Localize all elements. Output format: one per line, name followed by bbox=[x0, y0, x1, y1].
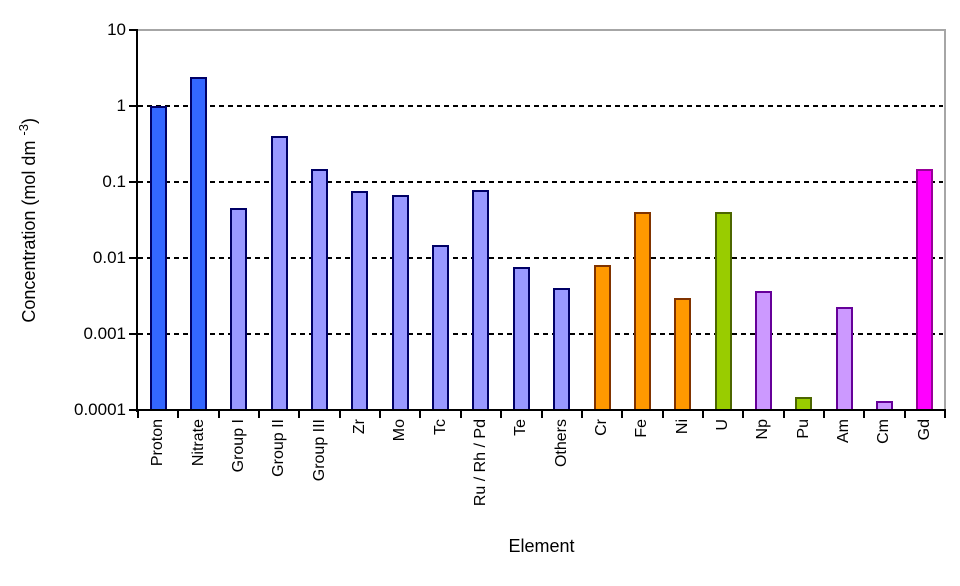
x-axis-title: Element bbox=[508, 536, 575, 556]
x-tick-7 bbox=[419, 411, 422, 418]
bar-mo bbox=[391, 194, 409, 411]
y-tick-10 bbox=[129, 29, 137, 31]
x-tick-2 bbox=[217, 411, 220, 418]
x-tick-15 bbox=[742, 411, 745, 418]
x-tick-18 bbox=[863, 411, 866, 418]
y-tick-label-0.1: 0.1 bbox=[102, 172, 126, 191]
x-tick-17 bbox=[822, 411, 825, 418]
x-category-label-cm: Cm bbox=[875, 419, 893, 444]
x-category-label-ru-rh-pd: Ru / Rh / Pd bbox=[471, 419, 489, 507]
x-tick-13 bbox=[661, 411, 664, 418]
y-tick-0.0001 bbox=[129, 409, 137, 411]
x-category-label-nitrate: Nitrate bbox=[189, 419, 207, 467]
x-category-label-group-iii: Group III bbox=[310, 419, 328, 482]
x-category-label-u: U bbox=[714, 419, 732, 431]
x-tick-14 bbox=[701, 411, 704, 418]
bar-group-ii bbox=[270, 136, 288, 411]
x-tick-4 bbox=[298, 411, 301, 418]
bar-group-iii bbox=[311, 168, 329, 411]
x-category-label-others: Others bbox=[552, 419, 570, 468]
x-tick-6 bbox=[379, 411, 382, 418]
plot-area-right-border bbox=[944, 29, 946, 411]
gridline-0.01 bbox=[138, 257, 943, 259]
y-tick-1 bbox=[129, 105, 137, 107]
x-category-label-group-ii: Group II bbox=[270, 419, 288, 477]
x-tick-16 bbox=[782, 411, 785, 418]
bar-am bbox=[835, 306, 853, 411]
bar-tc bbox=[432, 244, 450, 411]
bar-zr bbox=[351, 190, 369, 411]
x-tick-0 bbox=[137, 411, 139, 418]
x-tick-12 bbox=[621, 411, 624, 418]
x-category-label-zr: Zr bbox=[350, 419, 368, 435]
y-tick-0.01 bbox=[129, 257, 137, 259]
x-axis-line bbox=[136, 409, 946, 411]
y-tick-label-0.001: 0.001 bbox=[83, 324, 126, 343]
y-tick-label-10: 10 bbox=[107, 20, 126, 39]
x-tick-1 bbox=[177, 411, 180, 418]
x-tick-8 bbox=[459, 411, 462, 418]
x-category-label-tc: Tc bbox=[431, 419, 449, 435]
bar-u bbox=[714, 212, 732, 411]
x-category-label-cr: Cr bbox=[593, 419, 611, 436]
bar-fe bbox=[633, 212, 651, 411]
gridline-0.001 bbox=[138, 333, 943, 335]
x-tick-5 bbox=[338, 411, 341, 418]
bar-te bbox=[512, 267, 530, 411]
y-axis-title: Concentration (mol dm -3) bbox=[16, 118, 39, 323]
x-tick-11 bbox=[580, 411, 583, 418]
y-tick-label-0.0001: 0.0001 bbox=[74, 400, 126, 419]
x-category-label-proton: Proton bbox=[149, 419, 167, 467]
plot-area-top-border bbox=[136, 29, 946, 31]
gridline-0.1 bbox=[138, 181, 943, 183]
y-axis-line bbox=[136, 29, 138, 412]
bar-cr bbox=[593, 265, 611, 411]
bar-ni bbox=[674, 297, 692, 411]
x-category-label-ni: Ni bbox=[673, 419, 691, 435]
gridline-1 bbox=[138, 105, 943, 107]
x-category-label-group-i: Group I bbox=[229, 419, 247, 473]
bar-proton bbox=[149, 106, 167, 411]
bar-ru-rh-pd bbox=[472, 190, 490, 411]
x-tick-9 bbox=[500, 411, 503, 418]
x-category-label-te: Te bbox=[512, 419, 530, 436]
x-category-label-pu: Pu bbox=[794, 419, 812, 439]
bar-nitrate bbox=[190, 77, 208, 411]
x-tick-10 bbox=[540, 411, 543, 418]
bar-np bbox=[754, 290, 772, 411]
y-tick-0.001 bbox=[129, 333, 137, 335]
x-tick-3 bbox=[258, 411, 261, 418]
x-category-label-gd: Gd bbox=[915, 419, 933, 441]
x-category-label-mo: Mo bbox=[391, 419, 409, 442]
bar-group-i bbox=[230, 208, 248, 411]
x-tick-20 bbox=[944, 411, 946, 418]
bar-gd bbox=[916, 168, 934, 411]
x-category-label-am: Am bbox=[835, 419, 853, 443]
x-category-label-np: Np bbox=[754, 419, 772, 440]
y-tick-label-1: 1 bbox=[116, 96, 126, 115]
x-tick-19 bbox=[903, 411, 906, 418]
y-tick-0.1 bbox=[129, 181, 137, 183]
y-tick-label-0.01: 0.01 bbox=[92, 248, 126, 267]
bar-others bbox=[553, 288, 571, 411]
x-category-label-fe: Fe bbox=[633, 419, 651, 438]
